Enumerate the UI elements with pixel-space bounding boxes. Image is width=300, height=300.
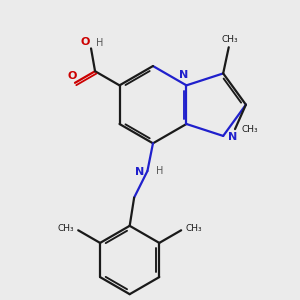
Text: N: N xyxy=(179,70,189,80)
Text: O: O xyxy=(80,37,89,47)
Text: CH₃: CH₃ xyxy=(186,224,202,233)
Text: H: H xyxy=(96,38,103,48)
Text: N: N xyxy=(135,167,144,178)
Text: H: H xyxy=(156,166,163,176)
Text: CH₃: CH₃ xyxy=(242,124,258,134)
Text: O: O xyxy=(67,71,77,81)
Text: CH₃: CH₃ xyxy=(222,35,238,44)
Text: CH₃: CH₃ xyxy=(57,224,74,233)
Text: N: N xyxy=(228,132,237,142)
